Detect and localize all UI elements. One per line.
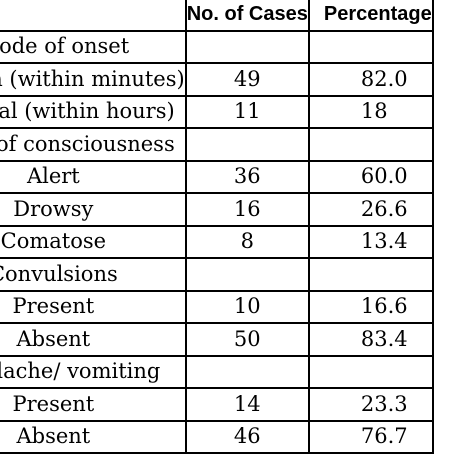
row-cases: 49 [184,62,310,97]
row-percentage: 18 [307,94,434,129]
row-cases: 50 [184,322,310,357]
row-label: Absent [0,322,187,357]
row-label: Present [0,289,187,324]
row-cases [184,257,310,292]
table-row: Absent 46 76.7 [0,419,434,454]
row-label: Mode of onset [0,29,187,64]
table-row: Present 10 16.6 [0,289,434,324]
row-cases [184,29,310,64]
row-percentage: 60.0 [307,159,434,194]
row-percentage [307,127,434,162]
row-cases [184,127,310,162]
row-percentage [307,29,434,64]
row-label: Gradual (within hours) [0,94,187,129]
row-percentage [307,257,434,292]
row-percentage: 26.6 [307,192,434,227]
table-row: Alert 36 60.0 [0,159,434,194]
row-percentage: 82.0 [307,62,434,97]
row-cases: 16 [184,192,310,227]
row-label: Comatose [0,224,187,259]
row-cases [184,354,310,389]
row-label: Present [0,387,187,422]
row-cases: 10 [184,289,310,324]
row-label: Absent [0,419,187,454]
table-row: Convulsions [0,257,434,292]
row-label: Level of consciousness [0,127,187,162]
row-label: Headache/ vomiting [0,354,187,389]
table-row: Mode of onset [0,29,434,64]
row-percentage: 76.7 [307,419,434,454]
row-percentage: 23.3 [307,387,434,422]
row-cases: 36 [184,159,310,194]
table-row: Absent 50 83.4 [0,322,434,357]
row-percentage: 83.4 [307,322,434,357]
header-row: No. of Cases Percentage [0,0,434,32]
table-row: Drowsy 16 26.6 [0,192,434,227]
row-label: Convulsions [0,257,187,292]
table-row: Headache/ vomiting [0,354,434,389]
row-cases: 46 [184,419,310,454]
row-percentage [307,354,434,389]
row-cases: 8 [184,224,310,259]
table-row: Comatose 8 13.4 [0,224,434,259]
header-percentage: Percentage [307,0,434,32]
header-label [0,0,187,32]
row-label: Alert [0,159,187,194]
table-row: Level of consciousness [0,127,434,162]
row-percentage: 13.4 [307,224,434,259]
table-row: Present 14 23.3 [0,387,434,422]
row-label: Drowsy [0,192,187,227]
table-body: Mode of onsetSudden (within minutes)4982… [0,29,434,454]
row-label: Sudden (within minutes) [0,62,187,97]
row-percentage: 16.6 [307,289,434,324]
header-no-of-cases: No. of Cases [184,0,310,32]
row-cases: 14 [184,387,310,422]
clinical-features-table: No. of Cases Percentage Mode of onsetSud… [0,0,434,454]
row-cases: 11 [184,94,310,129]
